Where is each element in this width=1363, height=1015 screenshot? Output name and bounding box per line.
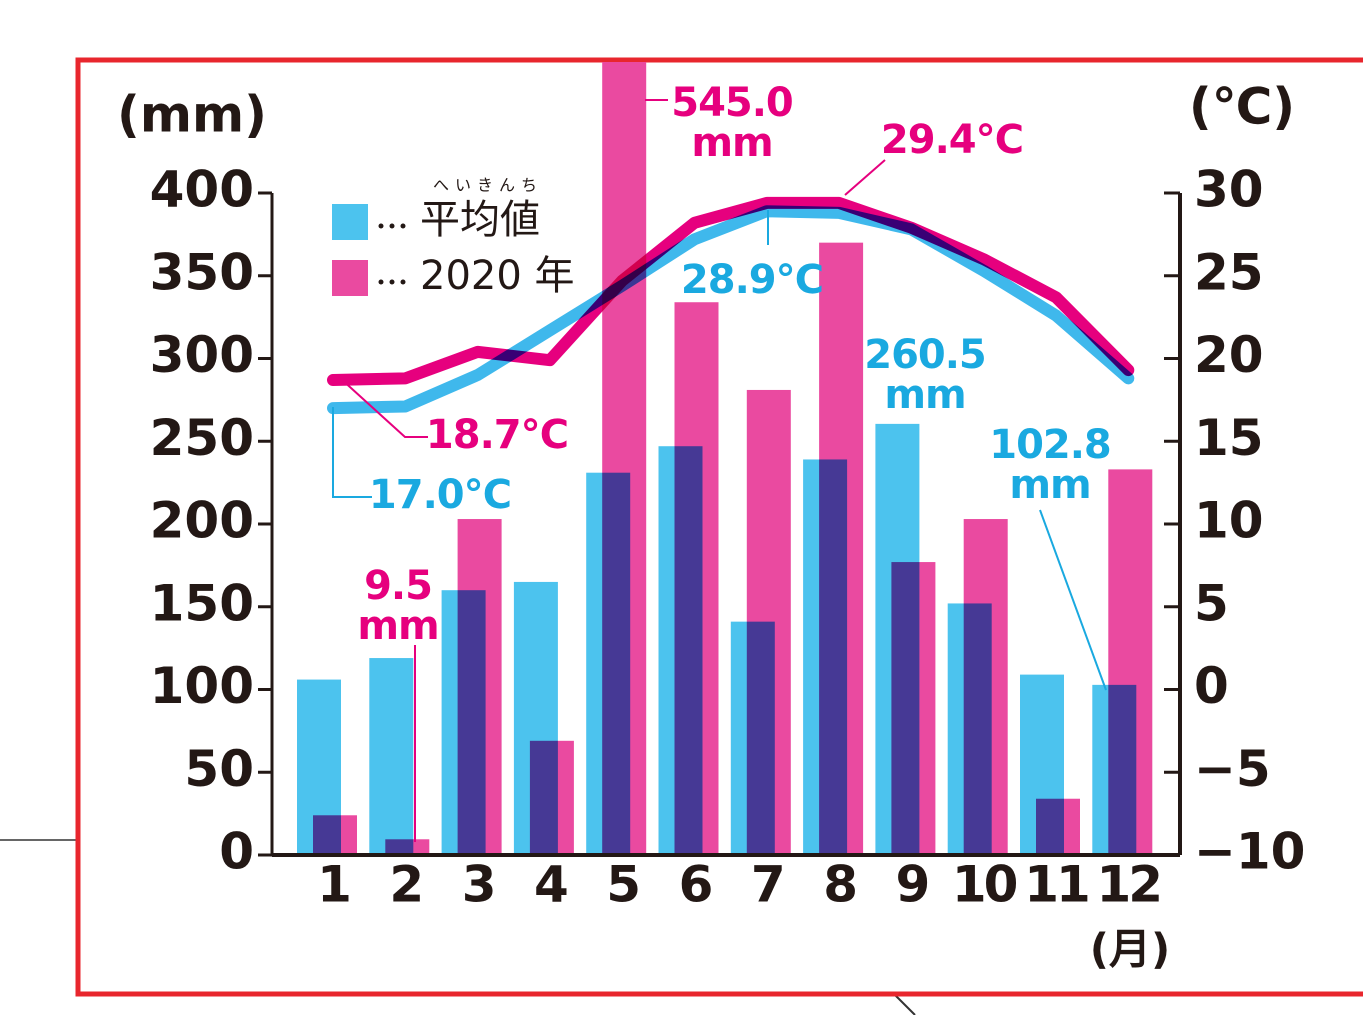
annotation: 9.5 bbox=[364, 563, 432, 609]
bar bbox=[529, 740, 574, 855]
leader-line bbox=[339, 377, 428, 438]
y2-tick-label: 30 bbox=[1194, 161, 1264, 219]
y-axis-label: (mm) bbox=[117, 86, 267, 144]
y-tick-label: 350 bbox=[150, 243, 254, 301]
bar bbox=[746, 389, 791, 855]
y2-tick-label: −5 bbox=[1194, 740, 1271, 798]
bar bbox=[369, 658, 414, 855]
annotation: 102.8 bbox=[989, 422, 1111, 468]
bar bbox=[1036, 798, 1080, 855]
x-tick-label: 8 bbox=[823, 856, 855, 914]
x-tick-label: 11 bbox=[1024, 856, 1088, 914]
x-axis-label: (月) bbox=[1090, 925, 1170, 974]
y-tick-label: 400 bbox=[150, 161, 254, 219]
x-tick-label: 5 bbox=[606, 856, 638, 914]
x-tick-label: 3 bbox=[462, 856, 494, 914]
annotation: mm bbox=[691, 120, 772, 166]
legend-swatch bbox=[332, 204, 368, 240]
y2-axis-label: (℃) bbox=[1189, 78, 1295, 136]
bar bbox=[313, 815, 357, 855]
annotation: 17.0℃ bbox=[369, 472, 511, 518]
legend-dots bbox=[378, 279, 384, 285]
annotation: 260.5 bbox=[864, 332, 986, 378]
annotation: 29.4℃ bbox=[881, 117, 1023, 163]
bar bbox=[963, 519, 1008, 855]
legend-dots bbox=[378, 223, 384, 229]
y-tick-label: 0 bbox=[219, 823, 254, 881]
annotation: 545.0 bbox=[671, 80, 793, 126]
y2-tick-label: 0 bbox=[1194, 657, 1229, 715]
leader-line bbox=[332, 407, 372, 498]
annotation: mm bbox=[1009, 462, 1090, 508]
x-tick-label: 2 bbox=[389, 856, 421, 914]
bar bbox=[819, 242, 864, 855]
y2-tick-label: 10 bbox=[1194, 492, 1264, 550]
x-tick-label: 12 bbox=[1097, 856, 1161, 914]
y-tick-label: 150 bbox=[150, 574, 254, 632]
plot bbox=[297, 62, 1153, 856]
y2-tick-label: −10 bbox=[1194, 823, 1305, 881]
y2-tick-label: 5 bbox=[1194, 574, 1229, 632]
bar bbox=[385, 839, 430, 855]
frame bbox=[75, 57, 1363, 997]
x-tick-label: 10 bbox=[952, 856, 1017, 914]
x-tick-label: 1 bbox=[317, 856, 349, 914]
legend-dots bbox=[389, 279, 395, 285]
connector bbox=[894, 994, 916, 1015]
leader-line bbox=[1039, 509, 1107, 691]
legend-dots bbox=[400, 279, 406, 285]
y2-tick-label: 15 bbox=[1194, 409, 1264, 467]
y-tick-label: 300 bbox=[150, 326, 254, 384]
annotation: mm bbox=[357, 603, 438, 649]
y-tick-label: 50 bbox=[184, 740, 254, 798]
bar bbox=[602, 62, 647, 855]
y2-tick-label: 20 bbox=[1194, 326, 1264, 384]
legend-label: 2020 年 bbox=[420, 253, 575, 299]
annotation: mm bbox=[884, 372, 965, 418]
bars bbox=[297, 62, 1153, 856]
bar bbox=[1108, 469, 1153, 855]
x-tick-label: 6 bbox=[679, 856, 712, 914]
legend-ruby: へいきんち bbox=[433, 176, 543, 195]
x-tick-label: 4 bbox=[534, 856, 567, 914]
legend-label: 平均値 bbox=[420, 197, 540, 243]
x-tick-label: 7 bbox=[751, 856, 783, 914]
bar bbox=[891, 562, 936, 855]
y-tick-label: 200 bbox=[150, 492, 254, 550]
legend-dots bbox=[400, 223, 406, 229]
legend-dots bbox=[389, 223, 395, 229]
annotation: 18.7℃ bbox=[426, 412, 568, 458]
temperature-line bbox=[327, 196, 1135, 387]
bar bbox=[457, 519, 502, 855]
leader-line bbox=[844, 159, 886, 196]
legend-swatch bbox=[332, 260, 368, 296]
y-tick-label: 100 bbox=[150, 657, 254, 715]
bar bbox=[674, 302, 719, 856]
annotation: 28.9℃ bbox=[681, 257, 823, 303]
x-tick-label: 9 bbox=[896, 856, 928, 914]
y-tick-label: 250 bbox=[150, 409, 254, 467]
temperature-line bbox=[327, 205, 1135, 415]
y2-tick-label: 25 bbox=[1194, 243, 1264, 301]
